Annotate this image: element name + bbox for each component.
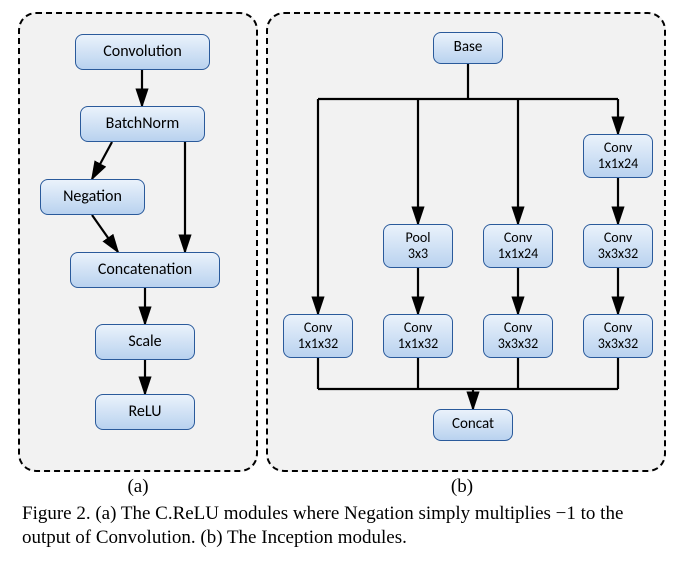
- node-c1_32a: Conv1x1x32: [283, 314, 353, 358]
- node-conv: Convolution: [75, 34, 210, 70]
- panel-a: Convolution BatchNorm Negation Concatenatio…: [18, 12, 258, 472]
- node-scale: Scale: [95, 324, 195, 360]
- subfig-label-a: (a): [127, 476, 148, 497]
- figure-number: Figure 2.: [22, 503, 91, 524]
- panel-b: Base Conv1x1x24 Pool3x3 Conv1x1x24 Conv3x3x3…: [266, 12, 666, 472]
- node-neg: Negation: [40, 179, 145, 215]
- node-base: Base: [433, 32, 503, 64]
- node-c3_32c: Conv3x3x32: [583, 314, 653, 358]
- node-concat: Concat: [433, 409, 513, 441]
- caption-text: (a) The C.ReLU modules where Negation si…: [22, 503, 623, 548]
- node-c3_32b: Conv3x3x32: [483, 314, 553, 358]
- node-bn: BatchNorm: [80, 106, 205, 142]
- node-c1_24b: Conv1x1x24: [483, 224, 553, 268]
- subfigure-labels: (a) (b): [0, 476, 690, 498]
- subfig-label-b: (b): [451, 476, 473, 497]
- node-c1_32b: Conv1x1x32: [383, 314, 453, 358]
- node-relu: ReLU: [95, 394, 195, 430]
- node-c3_32a: Conv3x3x32: [583, 224, 653, 268]
- node-pool: Pool3x3: [383, 224, 453, 268]
- node-c1_24: Conv1x1x24: [583, 134, 653, 178]
- figure-caption: Figure 2. (a) The C.ReLU modules where N…: [0, 498, 690, 551]
- node-concat: Concatenation: [70, 252, 220, 288]
